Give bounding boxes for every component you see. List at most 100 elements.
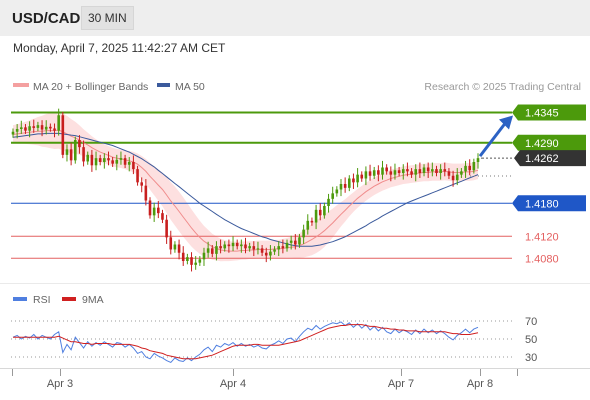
- candle: [260, 248, 264, 253]
- candle: [144, 185, 148, 201]
- candle: [132, 162, 135, 170]
- candle: [476, 158, 480, 162]
- candle: [210, 248, 214, 254]
- candle: [360, 174, 364, 179]
- candle: [426, 167, 430, 172]
- rsi-tick-label-30: 30: [525, 352, 537, 364]
- candle: [464, 165, 467, 172]
- interval-selector[interactable]: 30 MIN: [81, 6, 134, 30]
- time-axis: Apr 3 Apr 4 Apr 7 Apr 8: [12, 369, 518, 390]
- candle: [115, 159, 119, 164]
- rsi-ma-line: [13, 324, 479, 360]
- legend-swatch-bollinger: [13, 83, 29, 87]
- candle: [24, 127, 27, 131]
- candle: [352, 178, 355, 183]
- candle: [264, 252, 268, 256]
- candle: [364, 171, 368, 179]
- legend-label-ma50: MA 50: [175, 81, 205, 93]
- candle: [414, 169, 418, 175]
- candle: [323, 206, 326, 216]
- level-tag-1.4180: [512, 195, 586, 212]
- candle: [381, 167, 384, 175]
- candle: [443, 169, 447, 172]
- candle: [11, 131, 15, 135]
- candle: [314, 209, 318, 223]
- candle: [331, 193, 334, 199]
- candle: [356, 174, 359, 183]
- candle: [227, 244, 231, 247]
- chart-timestamp: Monday, April 7, 2025 11:42:27 AM CET: [13, 41, 226, 55]
- level-label-1.4120: 1.4120: [525, 231, 559, 243]
- candle: [285, 242, 289, 249]
- candle: [468, 165, 471, 171]
- symbol-label: USD/CAD: [12, 10, 81, 27]
- candle: [103, 158, 106, 162]
- candle: [310, 220, 314, 223]
- candle: [439, 169, 442, 173]
- candle: [281, 246, 285, 249]
- candle: [302, 229, 305, 238]
- level-label-1.4262: 1.4262: [525, 153, 559, 165]
- candle: [248, 246, 251, 249]
- legend-label-rsi: RSI: [33, 294, 51, 306]
- candle: [206, 248, 210, 253]
- watermark: Research © 2025 Trading Central: [424, 81, 581, 93]
- candle: [32, 126, 36, 128]
- candle: [335, 189, 339, 194]
- candle: [198, 259, 202, 263]
- candle: [49, 126, 52, 129]
- candle: [173, 244, 177, 250]
- candle: [318, 209, 322, 216]
- candle: [418, 169, 422, 173]
- candle: [431, 169, 434, 172]
- candle: [327, 198, 330, 206]
- rsi-tick-label-70: 70: [525, 316, 537, 328]
- candle: [20, 127, 23, 129]
- candle: [186, 257, 189, 261]
- candle: [422, 167, 426, 173]
- candle: [111, 160, 114, 164]
- candle: [406, 169, 409, 172]
- chart-header: USD/CAD 30 MIN: [0, 0, 590, 36]
- candle: [136, 169, 139, 183]
- candle: [169, 237, 173, 250]
- level-label-1.4080: 1.4080: [525, 253, 559, 265]
- legend-label-9ma: 9MA: [82, 294, 104, 306]
- candle: [119, 158, 123, 160]
- candle: [372, 170, 376, 176]
- candle: [36, 125, 40, 128]
- candle: [393, 170, 397, 175]
- candle: [277, 246, 281, 250]
- candle: [215, 246, 218, 254]
- level-label-1.4290: 1.4290: [525, 138, 559, 150]
- candle: [181, 252, 185, 261]
- ma50-line: [12, 132, 479, 247]
- candle: [368, 171, 372, 176]
- x-tick-label: Apr 7: [388, 378, 414, 390]
- candle: [161, 213, 164, 220]
- candle: [98, 158, 102, 162]
- candle: [339, 184, 343, 190]
- candle: [78, 140, 81, 148]
- candle: [90, 154, 94, 166]
- rsi-tick-label-50: 50: [525, 334, 537, 346]
- candle: [273, 249, 276, 252]
- candle: [298, 237, 301, 245]
- x-tick-label: Apr 8: [467, 378, 493, 390]
- candle: [256, 248, 260, 250]
- candle: [460, 171, 463, 175]
- candle: [152, 207, 156, 216]
- candle: [343, 184, 347, 188]
- candle: [410, 171, 413, 175]
- candle: [69, 149, 73, 161]
- level-label-1.4345: 1.4345: [525, 108, 559, 120]
- candle: [73, 140, 77, 161]
- level-tag-1.4345: [512, 104, 586, 121]
- rsi-plot: 70 50 30: [11, 316, 537, 364]
- legend-swatch-9ma: [62, 297, 76, 301]
- candle: [15, 129, 19, 132]
- forecast-arrow-shaft: [478, 122, 507, 158]
- candle: [194, 262, 197, 265]
- legend-swatch-ma50: [157, 83, 170, 87]
- candle: [235, 242, 239, 247]
